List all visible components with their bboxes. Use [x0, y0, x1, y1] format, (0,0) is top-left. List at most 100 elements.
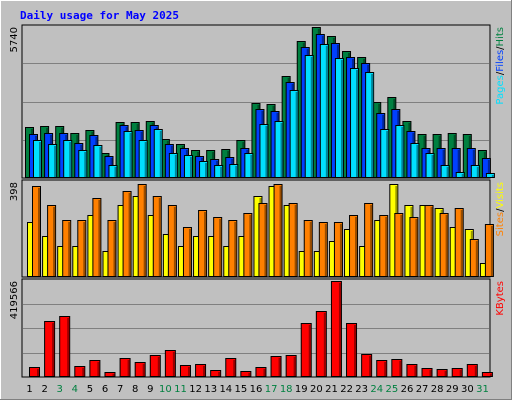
hits-files-pages-panel: 5740 Pages/Files/Hits [9, 24, 506, 179]
bar-kbytes-day-12 [195, 364, 207, 377]
bar-pages-day-13 [214, 165, 224, 178]
bar-sites-day-20 [318, 222, 328, 277]
bar-pages-day-26 [410, 143, 420, 178]
bar-sites-day-27 [424, 205, 434, 277]
bar-sites-day-15 [243, 213, 253, 277]
bar-pages-day-24 [380, 129, 390, 178]
legend-hits: Hits [495, 27, 506, 46]
day-label-21: 21 [325, 384, 338, 395]
day-label-29: 29 [446, 384, 459, 395]
legend-separator: / [495, 71, 506, 75]
bar-pages-day-8 [138, 140, 148, 178]
legend-sites: Sites [495, 212, 506, 236]
bar-sites-day-31 [484, 224, 494, 277]
day-label-24: 24 [370, 384, 383, 395]
bar-sites-day-14 [228, 220, 238, 277]
bar-kbytes-day-27 [421, 368, 433, 377]
bar-kbytes-day-5 [89, 360, 101, 377]
bar-pages-day-22 [350, 68, 360, 178]
bar-kbytes-day-9 [149, 355, 161, 377]
bar-kbytes-day-22 [346, 323, 358, 377]
day-label-13: 13 [204, 384, 217, 395]
bar-kbytes-day-23 [361, 354, 373, 377]
day-label-17: 17 [265, 384, 278, 395]
bar-sites-day-17 [273, 184, 283, 277]
bar-kbytes-day-6 [104, 372, 116, 377]
day-label-2: 2 [41, 384, 47, 395]
bar-sites-day-7 [122, 191, 132, 277]
hits-files-pages-max-label: 5740 [9, 27, 20, 52]
bar-kbytes-day-10 [164, 350, 176, 377]
bar-sites-day-23 [364, 203, 374, 277]
bar-kbytes-day-15 [240, 371, 252, 377]
day-label-3: 3 [57, 384, 63, 395]
bar-pages-day-23 [365, 72, 375, 178]
bar-sites-day-29 [454, 208, 464, 277]
bar-kbytes-day-1 [29, 367, 40, 377]
bar-sites-day-5 [92, 198, 102, 277]
bar-kbytes-day-26 [406, 364, 418, 377]
bar-pages-day-29 [455, 172, 465, 178]
bar-kbytes-day-14 [225, 358, 237, 377]
visits-sites-panel: 398 Sites/Visits [9, 179, 506, 278]
day-label-25: 25 [386, 384, 399, 395]
bar-pages-day-2 [48, 144, 58, 178]
bar-kbytes-day-28 [436, 369, 448, 377]
bar-kbytes-day-13 [210, 370, 222, 377]
day-label-22: 22 [340, 384, 353, 395]
bar-sites-day-4 [77, 220, 87, 277]
bar-pages-day-4 [78, 150, 88, 178]
legend-separator: / [495, 46, 506, 50]
bar-sites-day-21 [333, 222, 343, 277]
legend-separator: / [495, 208, 506, 212]
bar-sites-day-10 [167, 205, 177, 277]
bar-pages-day-19 [304, 55, 314, 178]
legend-kbytes: KBytes [495, 281, 506, 316]
bar-sites-day-9 [152, 196, 162, 277]
kbytes-legend: KBytes [495, 281, 506, 316]
bar-kbytes-day-19 [300, 323, 312, 377]
bar-kbytes-day-2 [44, 321, 56, 377]
day-label-10: 10 [159, 384, 172, 395]
day-label-28: 28 [431, 384, 444, 395]
bar-pages-day-21 [334, 58, 344, 178]
legend-files: Files [495, 50, 506, 72]
day-label-18: 18 [280, 384, 293, 395]
day-label-30: 30 [461, 384, 474, 395]
bar-pages-day-10 [168, 153, 178, 178]
day-label-8: 8 [132, 384, 138, 395]
bar-kbytes-day-11 [179, 365, 191, 377]
hits-files-pages-legend: Pages/Files/Hits [495, 27, 506, 105]
day-label-19: 19 [295, 384, 308, 395]
bar-kbytes-day-8 [134, 362, 146, 377]
bar-pages-day-18 [289, 90, 299, 178]
bar-pages-day-25 [395, 125, 405, 178]
kbytes-panel: 419566 KBytes [9, 278, 506, 378]
bar-sites-day-25 [394, 213, 404, 277]
bar-pages-day-17 [274, 121, 284, 178]
day-label-4: 4 [72, 384, 78, 395]
bar-sites-day-3 [62, 220, 72, 277]
day-label-15: 15 [235, 384, 248, 395]
bar-kbytes-day-4 [74, 366, 86, 377]
bar-pages-day-6 [108, 165, 118, 178]
bar-pages-day-15 [244, 153, 254, 178]
bar-sites-day-18 [288, 203, 298, 277]
bar-pages-day-27 [425, 153, 435, 178]
bar-sites-day-12 [198, 210, 208, 277]
visits-sites-legend: Sites/Visits [495, 182, 506, 236]
bar-kbytes-day-31 [481, 372, 493, 377]
bar-kbytes-day-30 [466, 364, 478, 377]
bar-pages-day-7 [123, 131, 133, 178]
bar-kbytes-day-29 [451, 368, 463, 377]
bar-kbytes-day-3 [59, 316, 71, 377]
day-label-27: 27 [416, 384, 429, 395]
chart-title: Daily usage for May 2025 [20, 9, 179, 22]
day-label-7: 7 [117, 384, 123, 395]
day-axis: 1 2 3 4 5 6 7 8 9 10 11 12 13 14 15 16 17 18 19 20 21 22 23 24 2… [26, 384, 488, 395]
day-label-1: 1 [26, 384, 32, 395]
bar-kbytes-day-16 [255, 367, 267, 377]
day-label-14: 14 [219, 384, 232, 395]
bar-sites-day-19 [303, 220, 313, 277]
